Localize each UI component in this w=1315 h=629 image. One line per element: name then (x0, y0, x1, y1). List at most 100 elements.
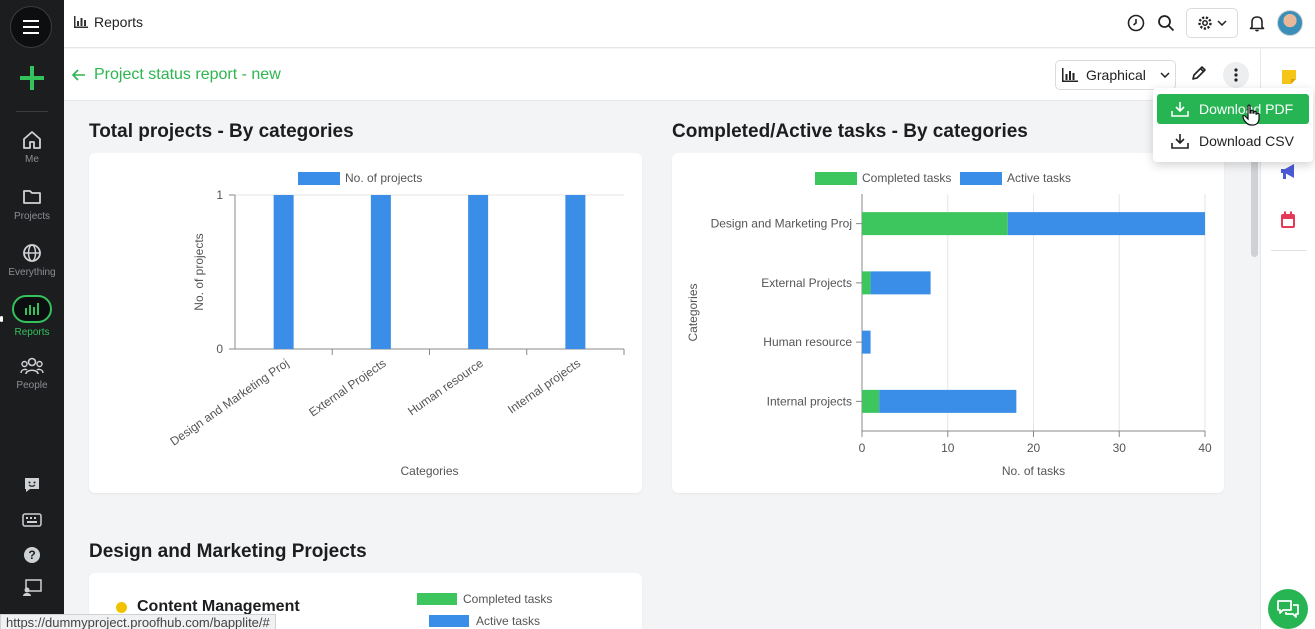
legend-swatch-active (429, 615, 469, 627)
nav-label: People (16, 380, 48, 391)
chat-smile-icon (25, 478, 39, 492)
project-status-dot (116, 601, 127, 613)
search-button[interactable] (1155, 12, 1177, 34)
tasks-chart: Completed tasks Active tasks 0 10 20 30 40 Desi… (686, 171, 1212, 478)
bar-segment (862, 330, 871, 354)
bar-segment (1007, 212, 1205, 236)
bar-segment (879, 389, 1017, 413)
timer-button[interactable] (1125, 12, 1147, 34)
reports-icon (25, 303, 39, 315)
gear-icon (1198, 16, 1212, 30)
project-heading[interactable]: Content Management (116, 598, 300, 616)
y-tick-label: Human resource (763, 335, 852, 349)
design-projects-legend: Completed tasks Active tasks (417, 592, 552, 628)
announcements-button[interactable] (1279, 163, 1299, 186)
y-tick-label: 0 (216, 342, 223, 356)
clock-icon (1127, 14, 1145, 32)
y-tick-label: Design and Marketing Proj (711, 217, 852, 231)
reports-icon (74, 16, 88, 28)
top-bar: Reports (64, 0, 1315, 48)
legend-swatch-completed (417, 593, 457, 605)
people-icon (20, 357, 44, 375)
sticky-note-icon (1282, 70, 1296, 84)
nav-label: Reports (14, 327, 50, 338)
more-options-button[interactable] (1223, 62, 1249, 88)
nav-label: Projects (13, 211, 51, 222)
svg-text:?: ? (28, 548, 35, 562)
report-title: Project status report - new (94, 66, 281, 83)
notifications-button[interactable] (1246, 12, 1268, 34)
help-button[interactable]: ? (22, 545, 42, 565)
avatar[interactable] (1277, 10, 1303, 36)
legend-label-completed: Completed tasks (463, 592, 552, 606)
nav-item-me[interactable]: Me (0, 130, 64, 165)
sticky-note-button[interactable] (1281, 69, 1297, 90)
scrollbar-thumb[interactable] (1251, 112, 1258, 257)
calendar-button[interactable] (1280, 211, 1296, 234)
megaphone-icon (1281, 164, 1294, 179)
chat-icon (1277, 600, 1299, 618)
legend-label: Completed tasks (862, 171, 951, 185)
kebab-icon (1234, 68, 1238, 82)
nav-item-people[interactable]: People (0, 356, 64, 391)
keyboard-icon (22, 513, 42, 527)
bell-icon (1249, 16, 1265, 32)
x-axis-title: No. of tasks (1002, 464, 1065, 478)
y-tick-label: 1 (216, 188, 223, 202)
download-csv-label: Download CSV (1199, 133, 1294, 149)
hamburger-icon (23, 20, 39, 34)
settings-button[interactable] (1186, 8, 1238, 38)
bar (565, 195, 586, 349)
nav-item-projects[interactable]: Projects (0, 187, 64, 222)
legend-swatch (960, 172, 1002, 185)
back-link[interactable]: Project status report - new (72, 66, 281, 84)
bar-segment (862, 271, 871, 295)
x-tick-label: 0 (859, 441, 866, 455)
y-tick-label: Internal projects (767, 394, 852, 408)
nav-item-reports[interactable]: Reports (0, 295, 64, 338)
bar-segment (862, 389, 880, 413)
export-dropdown: Download PDF Download CSV (1153, 88, 1313, 162)
x-tick-label: 20 (1027, 441, 1041, 455)
chart-card-total-projects: No. of projects 0 1 Design and Marketing Pr… (89, 153, 642, 493)
chat-button[interactable] (1268, 589, 1308, 629)
view-selector[interactable]: Graphical (1055, 60, 1176, 90)
add-button[interactable] (17, 62, 47, 94)
y-axis-title: Categories (686, 283, 700, 341)
bar-chart-icon (1062, 68, 1078, 82)
bar (273, 195, 294, 349)
x-axis-title: Categories (400, 464, 458, 478)
globe-icon (23, 244, 41, 262)
section-title-total-projects: Total projects - By categories (89, 121, 354, 142)
menu-button[interactable] (10, 6, 52, 48)
nav-divider (16, 111, 48, 112)
chevron-down-icon (1160, 72, 1170, 78)
keyboard-shortcuts-button[interactable] (22, 510, 42, 530)
report-header: Project status report - new Graphical (64, 49, 1260, 101)
edit-button[interactable] (1190, 64, 1208, 87)
search-icon (1158, 15, 1175, 32)
active-indicator (0, 316, 3, 322)
legend-label: No. of projects (345, 171, 422, 185)
download-csv-item[interactable]: Download CSV (1157, 126, 1309, 156)
page-title: Reports (74, 14, 143, 30)
x-tick-label: Design and Marketing Proj (167, 356, 291, 449)
status-url: https://dummyproject.proofhub.com/bappli… (0, 614, 276, 629)
x-tick-label: External Projects (306, 356, 388, 419)
download-pdf-item[interactable]: Download PDF (1157, 94, 1309, 124)
section-title-design-projects: Design and Marketing Projects (89, 541, 367, 562)
y-axis-title: No. of projects (192, 233, 206, 310)
presentation-icon (23, 579, 42, 596)
legend-swatch (815, 172, 857, 185)
view-selector-label: Graphical (1086, 67, 1146, 83)
nav-item-everything[interactable]: Everything (0, 243, 64, 278)
presentation-button[interactable] (22, 578, 42, 598)
x-tick-label: 10 (941, 441, 955, 455)
bar (468, 195, 489, 349)
feedback-button[interactable] (22, 475, 42, 495)
nav-label: Me (25, 154, 39, 165)
page-title-text: Reports (94, 14, 144, 30)
total-projects-chart: No. of projects 0 1 Design and Marketing Pr… (167, 171, 625, 478)
download-pdf-label: Download PDF (1199, 101, 1294, 117)
download-icon (1171, 134, 1189, 149)
